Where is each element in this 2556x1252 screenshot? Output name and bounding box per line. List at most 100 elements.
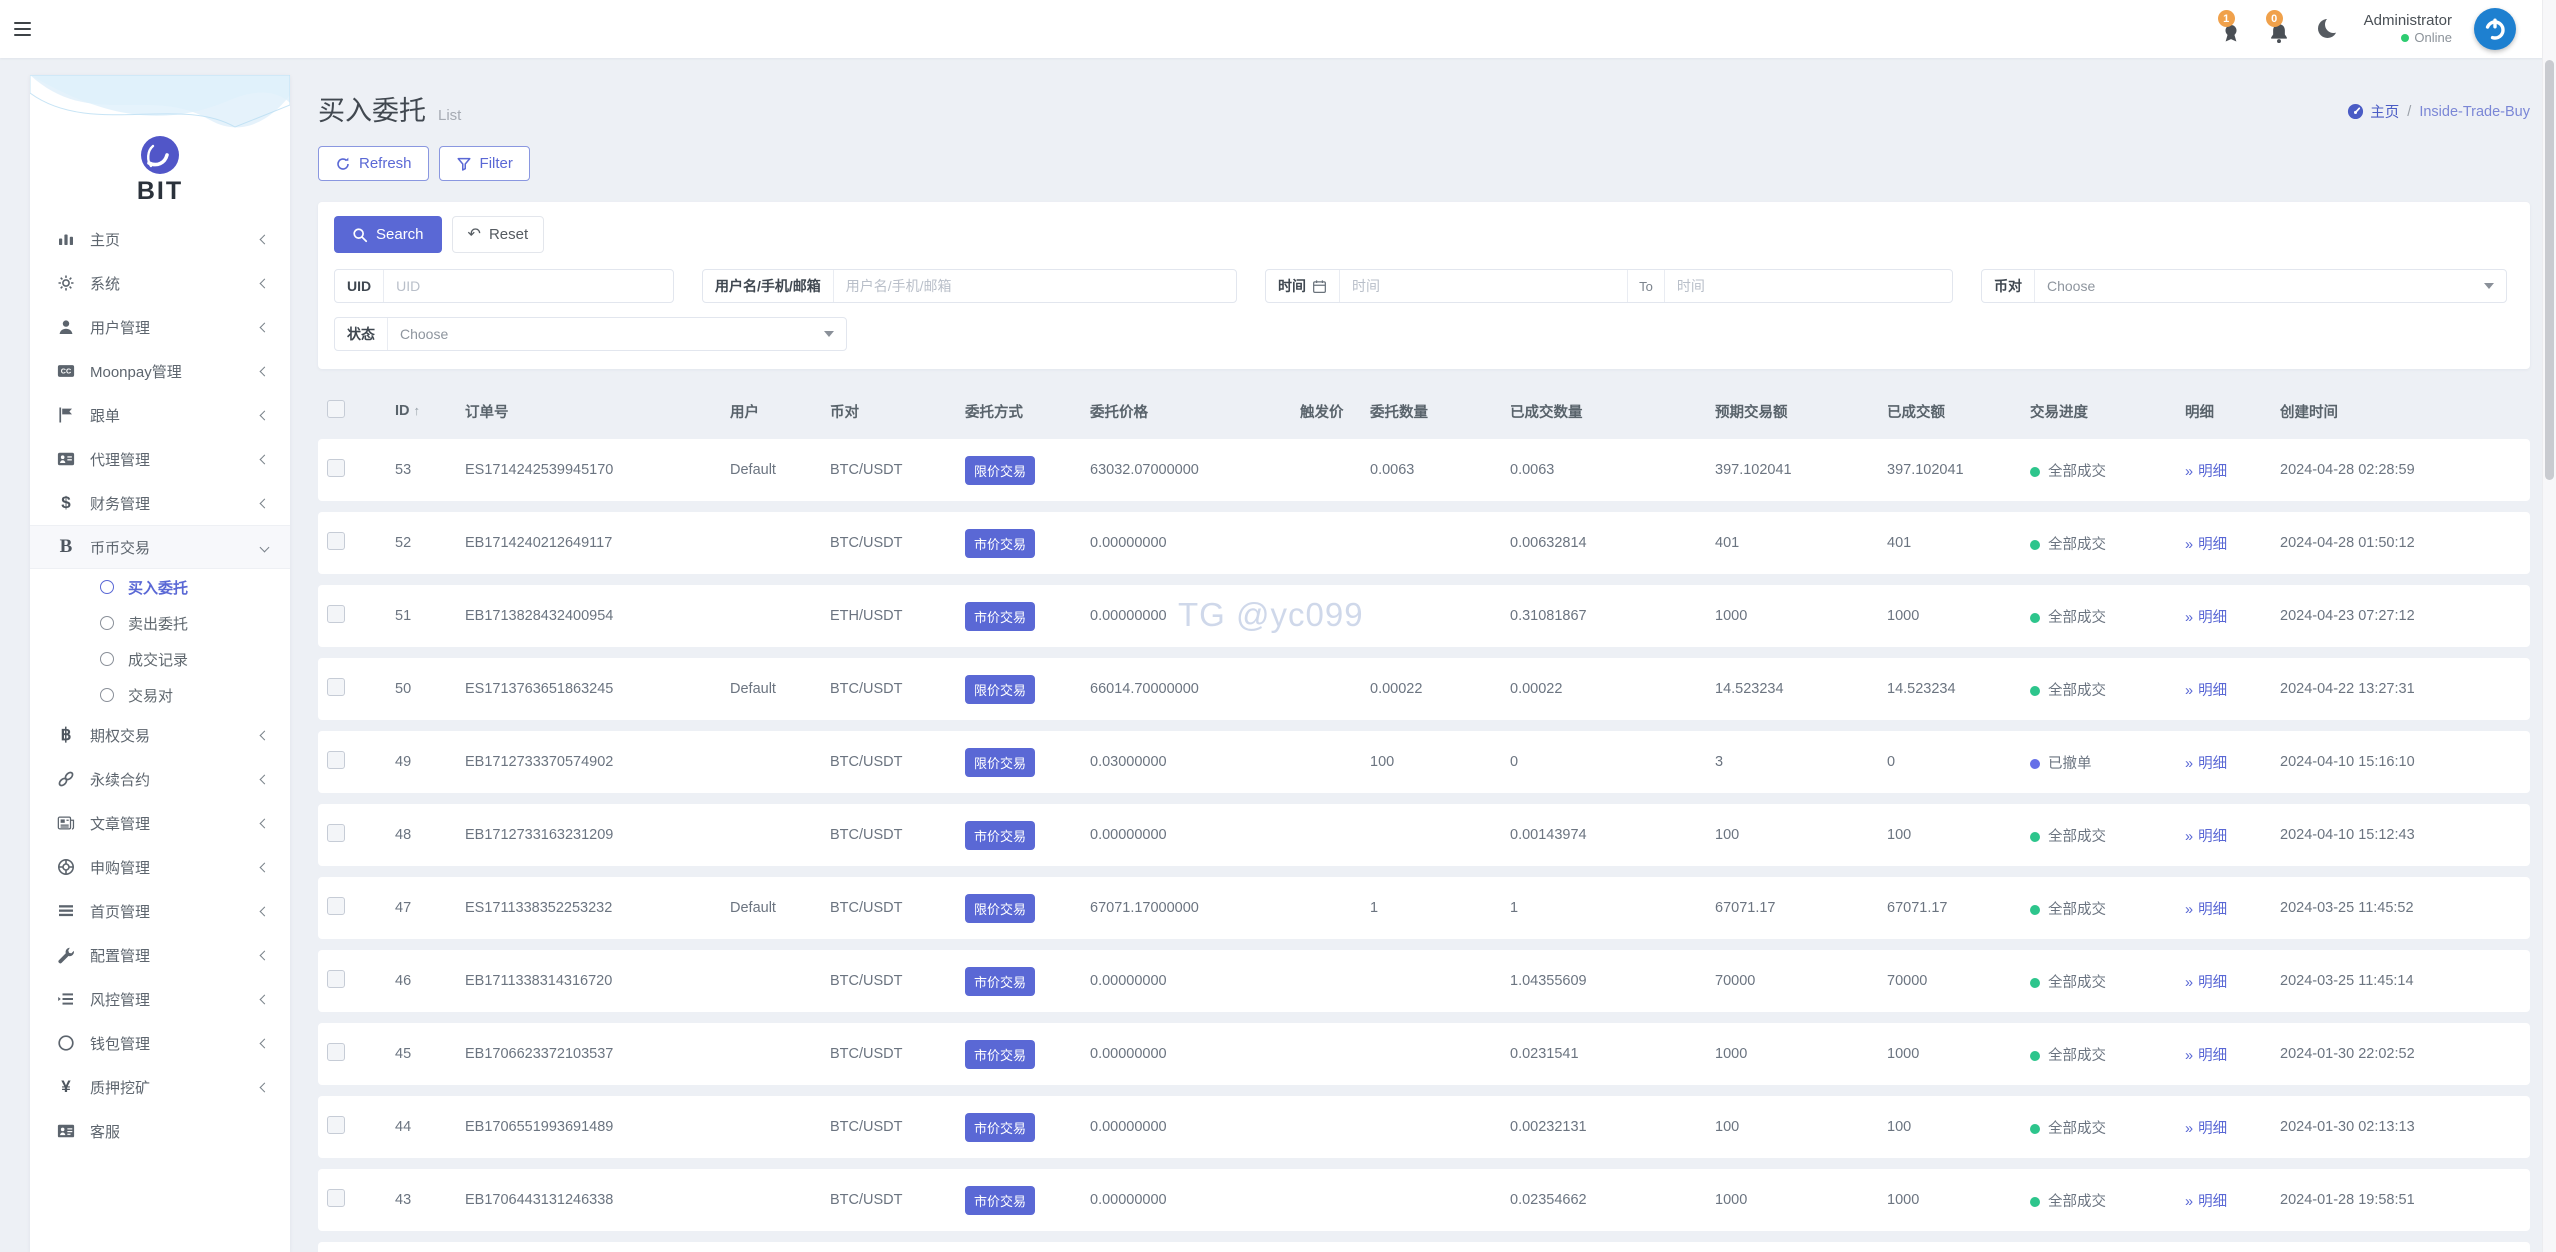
row-checkbox[interactable] [327, 605, 345, 623]
sidebar-item[interactable]: 客服 [30, 1109, 290, 1153]
sidebar-item[interactable]: 风控管理 [30, 977, 290, 1021]
row-checkbox[interactable] [327, 459, 345, 477]
row-checkbox[interactable] [327, 1116, 345, 1134]
detail-link[interactable]: » 明细 [2185, 755, 2228, 772]
detail-link[interactable]: » 明细 [2185, 609, 2228, 626]
cell-price: 0.00000000 [1090, 1046, 1167, 1062]
row-checkbox[interactable] [327, 751, 345, 769]
status-select[interactable]: Choose [388, 318, 846, 350]
col-id[interactable]: ID ↑ [395, 403, 420, 419]
reset-button[interactable]: ↶ Reset [451, 216, 545, 253]
cell-user: Default [730, 462, 776, 478]
cell-pair: BTC/USDT [830, 973, 903, 989]
page-subtitle: List [438, 107, 462, 124]
row-checkbox[interactable] [327, 1189, 345, 1207]
cell-price: 0.03000000 [1090, 754, 1167, 770]
cell-user: Default [730, 681, 776, 697]
search-button[interactable]: Search [334, 216, 442, 253]
sidebar-item-label: 申购管理 [90, 859, 151, 877]
sidebar-item[interactable]: 钱包管理 [30, 1021, 290, 1065]
newspaper-icon [55, 814, 77, 832]
sidebar-subitem[interactable]: 成交记录 [30, 641, 290, 677]
row-checkbox[interactable] [327, 678, 345, 696]
sidebar-menu: 主页系统用户管理 CC Moonpay管理 跟单 代理管理 $ 财务管理 B 币币交易买入委托卖… [30, 207, 290, 1153]
sidebar-subitem-label: 买入委托 [128, 579, 189, 597]
sidebar-subitem[interactable]: 买入委托 [30, 569, 290, 605]
cell-detail: » 明细 [2176, 1044, 2271, 1065]
cell-filled-qty: 0.00632814 [1510, 535, 1587, 551]
filter-button[interactable]: Filter [438, 146, 530, 181]
row-checkbox[interactable] [327, 970, 345, 988]
detail-link[interactable]: » 明细 [2185, 828, 2228, 845]
user-icon [55, 318, 77, 336]
sidebar-item[interactable]: 配置管理 [30, 933, 290, 977]
bell-notification-button[interactable]: 0 [2265, 10, 2294, 44]
time-from-input[interactable] [1340, 270, 1628, 302]
sidebar-item[interactable]: 申购管理 [30, 845, 290, 889]
sidebar-item[interactable]: 用户管理 [30, 305, 290, 349]
cell-created: 2024-03-25 11:45:14 [2280, 973, 2414, 989]
circle-icon [100, 580, 114, 594]
detail-link[interactable]: » 明细 [2185, 1047, 2228, 1064]
dark-mode-toggle[interactable] [2316, 16, 2342, 42]
cell-filled-amount: 401 [1887, 535, 1912, 551]
cell-user: Default [730, 900, 776, 916]
sidebar-subitem-label: 卖出委托 [128, 615, 189, 633]
pair-select[interactable]: Choose [2035, 270, 2506, 302]
uid-input[interactable] [384, 270, 673, 302]
row-checkbox[interactable] [327, 897, 345, 915]
cell-order-no: EB1706551993691489 [465, 1119, 614, 1135]
select-all-checkbox[interactable] [327, 400, 345, 418]
cell-id: 50 [395, 681, 412, 697]
row-checkbox[interactable] [327, 1043, 345, 1061]
vertical-scrollbar[interactable] [2542, 0, 2556, 1252]
sidebar-item[interactable]: 代理管理 [30, 437, 290, 481]
sidebar-item-label: 系统 [90, 275, 121, 293]
award-notification-button[interactable]: 1 [2217, 10, 2246, 42]
detail-link[interactable]: » 明细 [2185, 1193, 2228, 1210]
caret-down-icon [2484, 283, 2494, 289]
avatar[interactable] [2474, 8, 2516, 50]
sidebar-item[interactable]: $ 财务管理 [30, 481, 290, 525]
detail-link[interactable]: » 明细 [2185, 974, 2228, 991]
cell-progress: 全部成交 [2021, 898, 2176, 919]
scrollbar-thumb[interactable] [2545, 60, 2554, 480]
detail-link[interactable]: » 明细 [2185, 1120, 2228, 1137]
sidebar-item[interactable]: ¥ 质押挖矿 [30, 1065, 290, 1109]
sidebar-item[interactable]: 文章管理 [30, 801, 290, 845]
sidebar-item[interactable]: 主页 [30, 217, 290, 261]
sidebar-item[interactable]: CC Moonpay管理 [30, 349, 290, 393]
sidebar-item[interactable]: 永续合约 [30, 757, 290, 801]
status-dot [2030, 831, 2040, 842]
sidebar-item[interactable]: B 币币交易 [30, 525, 290, 569]
detail-link[interactable]: » 明细 [2185, 901, 2228, 918]
status-dot [2030, 466, 2040, 477]
cell-type: 市价交易 [956, 820, 1081, 850]
status-filter-group: 状态 Choose [334, 317, 847, 351]
breadcrumb-home[interactable]: 主页 [2347, 101, 2399, 122]
time-to-input[interactable] [1664, 270, 1953, 302]
detail-link[interactable]: » 明细 [2185, 463, 2228, 480]
cell-progress: 全部成交 [2021, 971, 2176, 992]
status-dot [2030, 612, 2040, 623]
row-checkbox[interactable] [327, 532, 345, 550]
hamburger-menu-icon[interactable] [14, 15, 42, 43]
circle-icon [100, 616, 114, 630]
sidebar-item[interactable]: 首页管理 [30, 889, 290, 933]
detail-link[interactable]: » 明细 [2185, 682, 2228, 699]
chevron-left-icon [259, 862, 270, 872]
cell-amount: 0.00022 [1370, 681, 1423, 697]
detail-link[interactable]: » 明细 [2185, 536, 2228, 553]
row-checkbox[interactable] [327, 824, 345, 842]
sidebar-subitem[interactable]: 卖出委托 [30, 605, 290, 641]
sidebar-item[interactable]: ฿ 期权交易 [30, 713, 290, 757]
sidebar-item[interactable]: 系统 [30, 261, 290, 305]
cell-expected: 3 [1715, 754, 1724, 770]
sidebar-item[interactable]: 跟单 [30, 393, 290, 437]
baht-icon: ฿ [60, 725, 72, 744]
sidebar-subitem[interactable]: 交易对 [30, 677, 290, 713]
refresh-button[interactable]: Refresh [318, 146, 429, 181]
chevron-left-icon [259, 950, 270, 960]
user-input[interactable] [833, 270, 1236, 302]
search-icon [353, 227, 368, 242]
